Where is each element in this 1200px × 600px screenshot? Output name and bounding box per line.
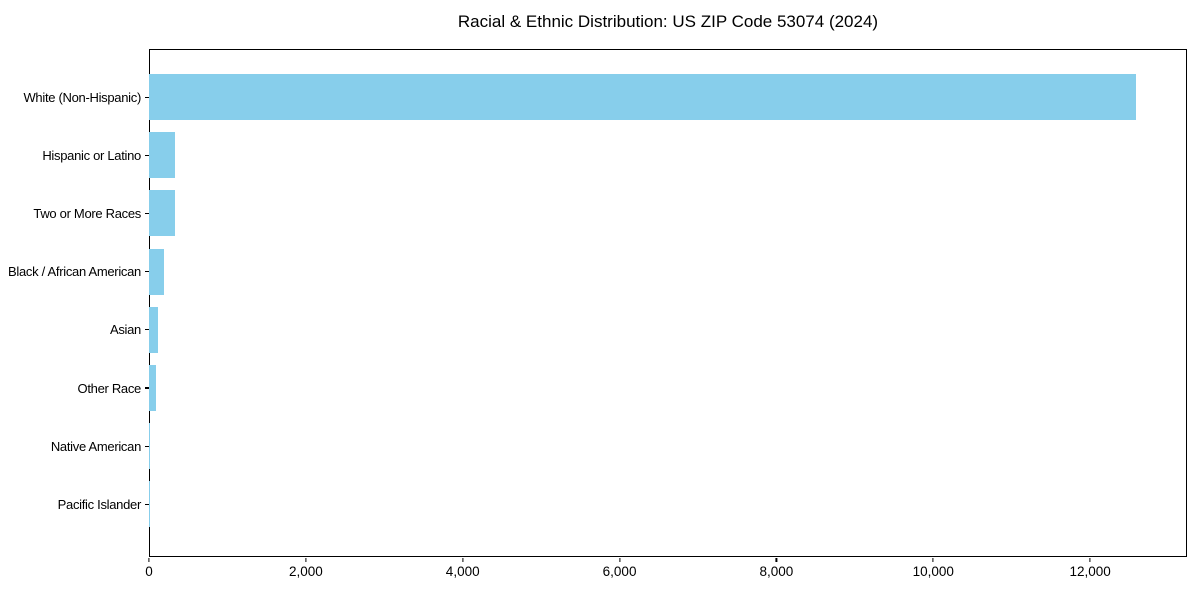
y-tick-line	[144, 503, 149, 505]
bar-track	[149, 301, 1187, 359]
bar	[149, 190, 175, 237]
chart-row: Other Race	[0, 359, 1187, 417]
x-tick-label: 6,000	[602, 564, 637, 579]
x-tick-mark	[148, 557, 150, 562]
chart-row: Asian	[0, 301, 1187, 359]
y-tick-mark	[141, 68, 149, 126]
x-tick-label: 10,000	[912, 564, 954, 579]
y-tick-mark	[141, 126, 149, 184]
y-tick-line	[144, 212, 149, 215]
y-tick-label: Two or More Races	[33, 205, 141, 221]
chart-row: Two or More Races	[0, 184, 1187, 242]
bar-track	[149, 184, 1187, 242]
y-tick-mark	[141, 359, 149, 417]
x-axis: 0 2,000 4,000 6,000 8,000 10,000 12,000	[145, 557, 1187, 593]
y-tick-mark	[141, 243, 149, 301]
x-tick-mark	[1089, 557, 1091, 562]
y-tick-line	[144, 387, 149, 389]
x-tick-mark	[462, 557, 464, 562]
y-tick-line	[144, 445, 149, 447]
y-tick-label: Asian	[109, 322, 141, 338]
chart-row: Black / African American	[0, 243, 1187, 301]
y-tick-mark	[141, 417, 149, 475]
bar	[149, 365, 157, 412]
y-tick-line	[144, 329, 149, 331]
chart-title: Racial & Ethnic Distribution: US ZIP Cod…	[457, 12, 879, 31]
bar-track	[149, 359, 1187, 417]
bar-track	[149, 475, 1187, 533]
y-tick-mark	[141, 475, 149, 533]
bar	[149, 132, 176, 179]
bar	[149, 423, 151, 470]
bar-rows: White (Non-Hispanic) Hispanic or Latino Tw…	[0, 49, 1187, 557]
y-tick-label: Pacific Islander	[57, 496, 142, 512]
y-tick-label: Other Race	[77, 380, 142, 396]
x-tick-label: 4,000	[445, 564, 480, 579]
x-tick-label: 8,000	[759, 564, 794, 579]
bar	[149, 74, 1137, 121]
bar-track	[149, 417, 1187, 475]
y-tick-label: White (Non-Hispanic)	[23, 89, 141, 105]
y-tick-label: Native American	[50, 438, 141, 454]
x-tick-label: 0	[145, 564, 153, 579]
bar	[149, 248, 164, 295]
y-tick-line	[144, 271, 149, 273]
x-tick-label: 12,000	[1069, 564, 1111, 579]
chart-row: Pacific Islander	[0, 475, 1187, 533]
x-tick-mark	[775, 557, 778, 562]
bar-track	[149, 243, 1187, 301]
y-tick-label: Black / African American	[8, 264, 141, 280]
y-tick-line	[144, 96, 149, 98]
x-tick-mark	[305, 557, 307, 562]
y-tick-mark	[141, 301, 149, 359]
chart-row: Native American	[0, 417, 1187, 475]
bar	[149, 306, 158, 353]
y-tick-mark	[141, 184, 149, 242]
x-tick-label: 2,000	[288, 564, 323, 579]
bar-track	[149, 68, 1187, 126]
x-tick-mark	[932, 557, 934, 562]
x-tick-mark	[618, 557, 621, 562]
plot-area-border	[149, 49, 1187, 557]
chart-row: White (Non-Hispanic)	[0, 68, 1187, 126]
chart-row: Hispanic or Latino	[0, 126, 1187, 184]
y-tick-line	[144, 154, 149, 156]
y-tick-label: Hispanic or Latino	[42, 147, 141, 163]
bar-track	[149, 126, 1187, 184]
